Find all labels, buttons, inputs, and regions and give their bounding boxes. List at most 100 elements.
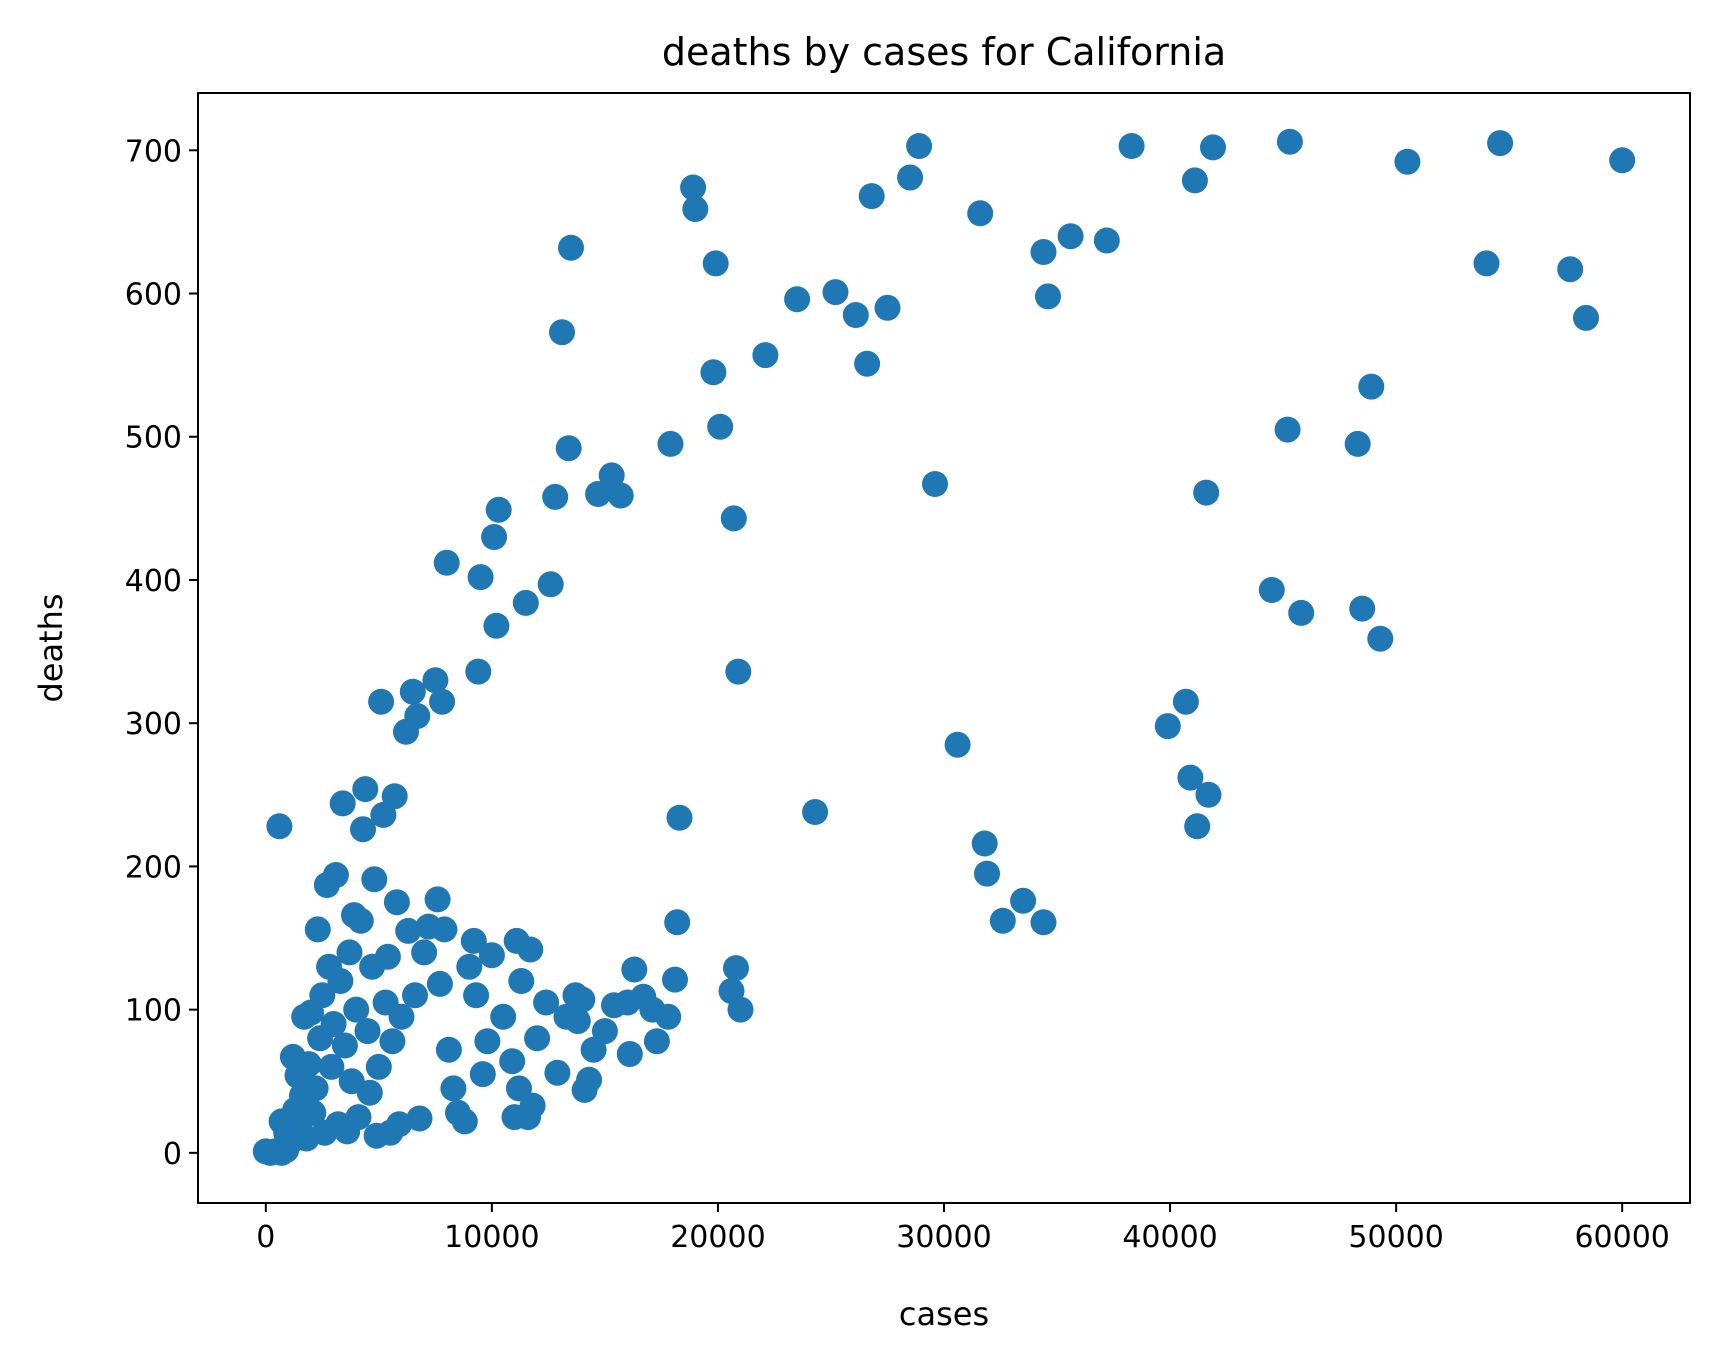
data-point xyxy=(512,589,539,616)
data-point xyxy=(295,1051,322,1078)
y-tick-label: 100 xyxy=(125,994,182,1029)
data-point xyxy=(1035,283,1061,310)
data-point xyxy=(657,430,684,457)
data-point xyxy=(822,279,849,306)
y-tick-label: 200 xyxy=(125,850,182,885)
data-point xyxy=(490,1003,517,1030)
data-point xyxy=(399,678,426,705)
data-point xyxy=(508,968,535,994)
x-axis-label: cases xyxy=(899,1295,989,1333)
data-point xyxy=(327,968,354,994)
y-tick-label: 700 xyxy=(125,134,182,169)
data-point xyxy=(1487,130,1514,157)
data-point xyxy=(1344,430,1371,457)
data-point xyxy=(1193,479,1220,506)
data-point xyxy=(564,1008,591,1035)
data-point xyxy=(356,1079,383,1106)
data-point xyxy=(1394,148,1421,175)
data-point xyxy=(944,731,971,758)
data-point xyxy=(549,319,575,346)
data-point xyxy=(1030,239,1057,265)
data-point xyxy=(1358,373,1385,400)
data-point xyxy=(585,481,612,507)
data-point xyxy=(1177,764,1204,791)
data-point xyxy=(858,183,885,210)
data-point xyxy=(361,866,388,893)
data-point xyxy=(1181,167,1208,194)
data-point xyxy=(989,907,1016,934)
data-point xyxy=(465,658,492,685)
data-point xyxy=(725,658,752,685)
data-point xyxy=(1184,813,1211,840)
data-point xyxy=(616,1041,643,1067)
data-point xyxy=(967,200,994,227)
data-point xyxy=(431,916,458,943)
data-point xyxy=(386,1111,413,1138)
data-point xyxy=(802,799,829,825)
data-point xyxy=(402,982,428,1009)
data-point xyxy=(331,1032,358,1059)
data-point xyxy=(533,989,560,1016)
data-point xyxy=(580,1036,607,1063)
data-point xyxy=(897,164,924,191)
data-point xyxy=(1274,416,1301,443)
data-point xyxy=(368,688,395,715)
data-point xyxy=(1367,625,1394,652)
x-tick-label: 20000 xyxy=(670,1220,765,1255)
data-point xyxy=(374,943,401,970)
data-point xyxy=(542,483,569,510)
data-point xyxy=(544,1059,571,1086)
data-point xyxy=(411,939,438,966)
data-point xyxy=(485,496,512,523)
data-point xyxy=(1573,304,1599,331)
chart-title: deaths by cases for California xyxy=(662,30,1226,74)
data-point xyxy=(395,917,422,944)
y-tick-label: 600 xyxy=(125,278,182,313)
data-point xyxy=(370,801,397,828)
data-point xyxy=(1172,688,1199,715)
data-point xyxy=(440,1075,467,1102)
data-point xyxy=(974,860,1000,887)
data-point xyxy=(702,250,729,277)
data-point xyxy=(1030,909,1057,936)
data-point xyxy=(336,939,363,966)
data-point xyxy=(555,435,582,462)
data-point xyxy=(752,342,779,369)
data-point xyxy=(481,524,508,550)
data-point xyxy=(347,907,374,934)
data-point xyxy=(350,816,376,843)
data-point xyxy=(727,996,754,1023)
y-tick-label: 0 xyxy=(163,1137,182,1172)
data-point xyxy=(1093,227,1120,254)
data-point xyxy=(922,471,948,497)
data-point xyxy=(345,1104,372,1131)
data-point xyxy=(352,776,379,803)
data-point xyxy=(318,1053,345,1080)
data-point xyxy=(1288,599,1315,626)
data-point xyxy=(537,571,564,598)
x-tick-label: 40000 xyxy=(1122,1220,1217,1255)
data-point xyxy=(451,1108,478,1135)
data-point xyxy=(517,936,544,963)
data-point xyxy=(300,1099,327,1126)
data-point xyxy=(474,1028,501,1055)
x-tick-label: 10000 xyxy=(444,1220,539,1255)
x-tick-label: 30000 xyxy=(896,1220,991,1255)
data-point xyxy=(682,196,709,222)
data-point xyxy=(343,996,370,1023)
data-point xyxy=(426,970,453,997)
data-point xyxy=(1349,595,1376,622)
y-axis: 0 100 200 300 400 500 600 700 xyxy=(125,134,198,1172)
data-point xyxy=(322,862,349,888)
data-point xyxy=(607,482,634,509)
data-point xyxy=(874,294,901,321)
data-point xyxy=(1200,134,1226,161)
points-layer xyxy=(252,128,1636,1166)
data-point xyxy=(1258,577,1285,603)
data-point xyxy=(456,953,483,980)
data-point xyxy=(365,1053,392,1080)
data-point xyxy=(662,966,688,993)
data-point xyxy=(680,174,707,201)
data-point xyxy=(598,462,625,489)
data-point xyxy=(406,1105,433,1132)
